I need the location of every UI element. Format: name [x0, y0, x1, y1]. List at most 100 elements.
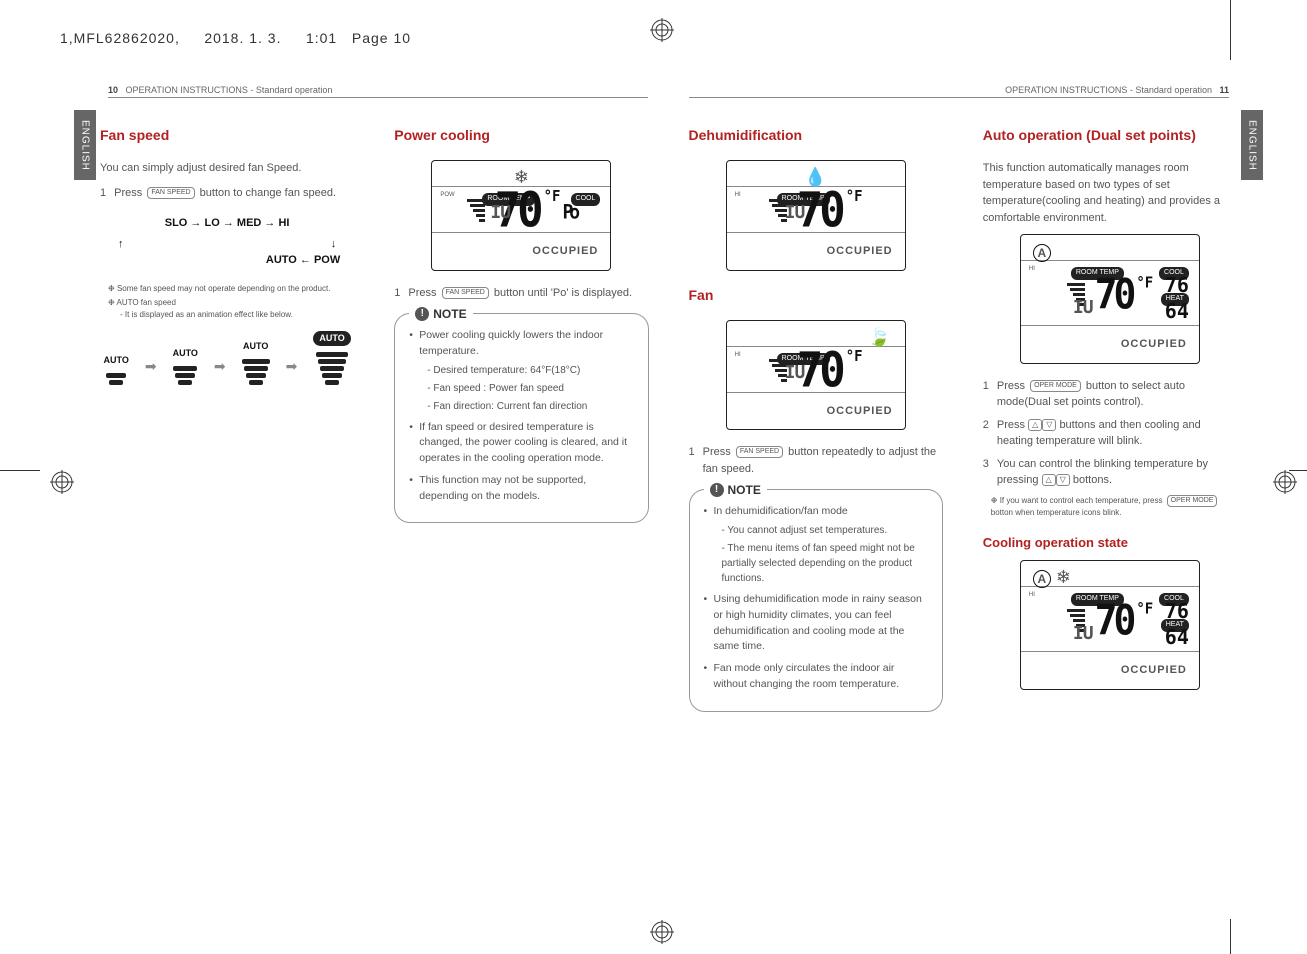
- registration-mark-icon: [50, 470, 74, 494]
- auto-animation-diagram: AUTO ➡ AUTO ➡ AUTO ➡ AUTO: [100, 331, 354, 386]
- heat-setpoint: 64: [1165, 627, 1189, 647]
- step-post: button to change fan speed.: [200, 187, 336, 199]
- registration-mark-icon: [650, 18, 674, 42]
- lcd-display: A HI ROOM TEMP COOL HEAT 70°F 76 64 IU O…: [1020, 234, 1200, 364]
- note-item: Fan mode only circulates the indoor air …: [704, 661, 928, 693]
- doc-pageref: Page 10: [352, 30, 411, 46]
- lcd-pow-label: POW: [440, 191, 454, 200]
- flow-node: MED: [237, 217, 261, 229]
- fan-speed-button-icon: FAN SPEED: [147, 187, 194, 199]
- section-title: Power cooling: [394, 125, 648, 146]
- lcd-mid: HI ROOM TEMP 70°F IU: [727, 347, 905, 392]
- fan-speed-button-icon: FAN SPEED: [736, 446, 783, 458]
- step-text: You can control the blinking temperature…: [997, 456, 1237, 489]
- column-layout: Fan speed You can simply adjust desired …: [100, 125, 1237, 712]
- flow-node: AUTO: [266, 254, 297, 266]
- lcd-sub-display: IU: [785, 359, 805, 386]
- info-icon: !: [710, 483, 724, 497]
- bullet-subtext: - It is displayed as an animation effect…: [108, 309, 354, 321]
- lcd-hi-label: HI: [1029, 265, 1035, 274]
- fan-speed-button-icon: FAN SPEED: [442, 287, 489, 299]
- step-number: 1: [983, 378, 989, 411]
- snowflake-icon: ❄: [1056, 567, 1071, 587]
- flow-node: HI: [278, 217, 289, 229]
- note-title-text: NOTE: [433, 305, 466, 323]
- note-sub: - The menu items of fan speed might not …: [714, 541, 928, 586]
- note-title-text: NOTE: [728, 481, 761, 499]
- step-pre: Press: [114, 187, 142, 199]
- anim-frame: AUTO: [104, 354, 129, 386]
- step-row: 3You can control the blinking temperatur…: [983, 456, 1237, 489]
- section-title: Dehumidification: [689, 125, 943, 146]
- lcd-sub-display: IU: [1073, 620, 1093, 647]
- arrow-right-icon: ➡: [214, 356, 226, 377]
- step-number: 2: [983, 417, 989, 450]
- step-text: Press OPER MODE button to select auto mo…: [997, 378, 1237, 411]
- anim-label: AUTO: [173, 347, 198, 361]
- step-row: 1 Press FAN SPEED button to change fan s…: [100, 185, 354, 202]
- doc-time: 1:01: [306, 30, 337, 46]
- note-sub: - Fan speed : Power fan speed: [419, 381, 633, 396]
- section-title: Auto operation (Dual set points): [983, 125, 1237, 146]
- flow-arrow-up: ↑: [118, 236, 124, 253]
- down-button-icon: ▽: [1042, 419, 1056, 431]
- column-dehumid-fan: Dehumidification 💧 HI ROOM TEMP 70°F IU …: [689, 125, 943, 712]
- heat-setpoint: 64: [1165, 301, 1189, 321]
- step-row: 1Press OPER MODE button to select auto m…: [983, 378, 1237, 411]
- column-power-cooling: Power cooling ❄ POW ROOM TEMP COOL 70°FP…: [394, 125, 648, 712]
- step-row: 1 Press FAN SPEED button until 'Po' is d…: [394, 285, 648, 302]
- step-number: 1: [394, 285, 400, 302]
- arrow-right-icon: ➡: [145, 356, 157, 377]
- temp-unit: °F: [846, 188, 863, 206]
- page-num-right: 11: [1219, 85, 1229, 95]
- note-item: If fan speed or desired temperature is c…: [409, 420, 633, 467]
- crop-mark: [1230, 919, 1231, 954]
- info-icon: !: [415, 307, 429, 321]
- doc-id: 1,MFL62862020,: [60, 30, 180, 46]
- bullet-note: ❉ If you want to control each temperatur…: [983, 495, 1237, 519]
- crop-mark: [1230, 0, 1231, 60]
- lcd-mid: POW ROOM TEMP COOL 70°FPo IU: [432, 187, 610, 232]
- anim-label-active: AUTO: [313, 331, 350, 347]
- step-post: button to select auto mode(Dual set poin…: [997, 380, 1185, 409]
- intro-text: This function automatically manages room…: [983, 160, 1237, 226]
- column-fan-speed: Fan speed You can simply adjust desired …: [100, 125, 354, 712]
- lcd-sub-display: IU: [490, 199, 510, 226]
- step-number: 1: [689, 444, 695, 477]
- auto-mode-icon: A: [1033, 244, 1051, 262]
- note-title: ! NOTE: [409, 305, 472, 323]
- fan-speed-flow-diagram: SLO → LO → MED → HI ↑ ↓ AUTO ← POW: [100, 215, 354, 269]
- anim-frame: AUTO: [242, 340, 270, 386]
- note-text: Power cooling quickly lowers the indoor …: [419, 329, 603, 357]
- lcd-display: 💧 HI ROOM TEMP 70°F IU OCCUPIED: [726, 160, 906, 271]
- flow-arrow-down: ↓: [331, 236, 337, 253]
- lcd-temperature: 70°F: [1095, 277, 1154, 310]
- running-head-right: OPERATION INSTRUCTIONS - Standard operat…: [689, 85, 1229, 98]
- step-pre: Press: [997, 380, 1025, 392]
- anim-label: AUTO: [104, 354, 129, 368]
- lcd-status: OCCUPIED: [1021, 325, 1199, 363]
- temp-value: 70: [1095, 596, 1133, 644]
- subsection-title: Cooling operation state: [983, 533, 1237, 553]
- column-auto-operation: Auto operation (Dual set points) This fu…: [983, 125, 1237, 712]
- note-text: In dehumidification/fan mode: [714, 505, 848, 517]
- content-area: 10 OPERATION INSTRUCTIONS - Standard ope…: [100, 85, 1237, 914]
- step-pre: Press: [703, 446, 731, 458]
- lcd-temperature: 70°F: [1095, 603, 1154, 636]
- cool-setpoint: 76: [1165, 275, 1189, 295]
- clover-icon: ❉: [108, 283, 115, 295]
- bullet-pre: If you want to control each temperature,…: [1000, 496, 1163, 505]
- up-button-icon: △: [1042, 474, 1056, 486]
- doc-date: 2018. 1. 3.: [204, 30, 281, 46]
- step-row: 1 Press FAN SPEED button repeatedly to a…: [689, 444, 943, 477]
- bullet-text: Some fan speed may not operate depending…: [117, 284, 330, 293]
- step-post: bottons.: [1073, 474, 1112, 486]
- temp-unit: °F: [846, 348, 863, 366]
- cool-setpoint: 76: [1165, 601, 1189, 621]
- section-title: Fan: [689, 285, 943, 306]
- auto-mode-icon: A: [1033, 570, 1051, 588]
- lcd-hi-label: HI: [735, 191, 741, 200]
- step-post: button until 'Po' is displayed.: [494, 287, 632, 299]
- note-item: This function may not be supported, depe…: [409, 473, 633, 505]
- note-item: Using dehumidification mode in rainy sea…: [704, 592, 928, 655]
